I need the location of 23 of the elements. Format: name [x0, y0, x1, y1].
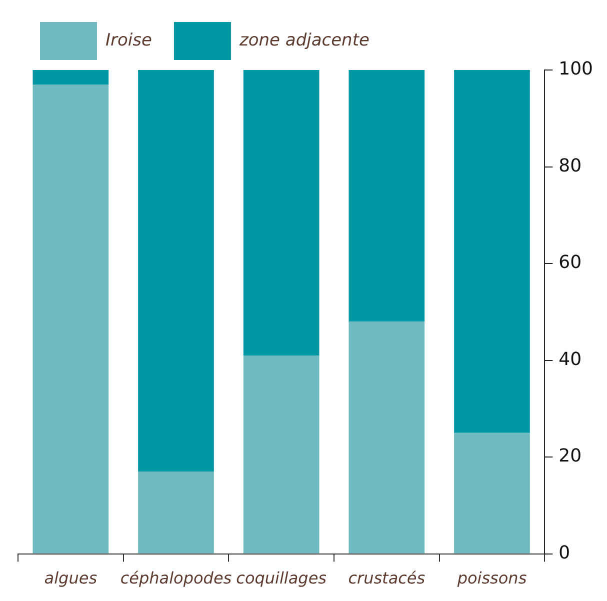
bar — [243, 70, 320, 356]
bar — [454, 432, 530, 554]
bar — [138, 70, 214, 472]
bar — [454, 70, 530, 433]
bar — [348, 322, 425, 554]
bar — [243, 355, 320, 554]
legend-label: Iroise — [106, 30, 152, 50]
x-tick-label: poissons — [456, 568, 527, 588]
x-tick-label: algues — [44, 568, 98, 588]
bar — [138, 472, 214, 554]
legend-label: zone adjacente — [238, 30, 370, 50]
y-tick-label: 0 — [558, 542, 570, 564]
y-tick-label: 20 — [558, 446, 582, 467]
x-tick-label: céphalopodes — [120, 568, 232, 588]
x-tick-label: coquillages — [236, 568, 326, 588]
y-tick-label: 60 — [558, 252, 582, 274]
bar — [32, 84, 109, 554]
bar — [32, 70, 109, 85]
bar — [348, 70, 425, 322]
y-tick-label: 100 — [558, 58, 594, 80]
y-tick-label: 80 — [558, 155, 582, 176]
x-tick-label: crustacés — [348, 568, 426, 588]
y-tick-label: 40 — [558, 348, 582, 370]
